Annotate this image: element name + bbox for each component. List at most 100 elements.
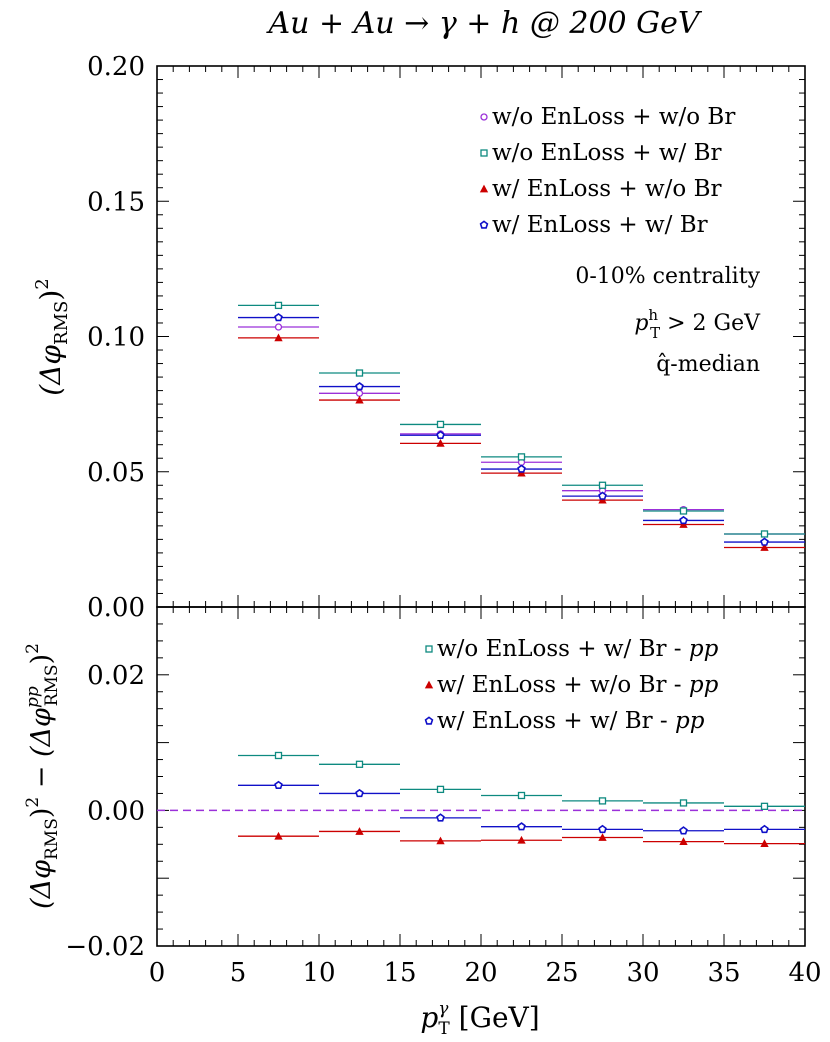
bot-ylabel-b-sup: pp bbox=[23, 686, 43, 708]
data-point bbox=[355, 827, 364, 835]
legend-label-pp: pp bbox=[689, 636, 719, 662]
top-ylabel-sup: 2 bbox=[32, 278, 53, 289]
xlabel-sup: γ bbox=[438, 999, 449, 1019]
x-tick-label: 0 bbox=[149, 958, 166, 988]
data-point bbox=[355, 395, 364, 404]
data-point bbox=[517, 468, 526, 477]
bot-ylabel-b-sup2: 2 bbox=[23, 643, 43, 654]
y-tick-label: 0.15 bbox=[87, 187, 145, 217]
x-tick-label: 35 bbox=[707, 958, 740, 988]
pt-cut-main: p bbox=[634, 311, 648, 336]
chart-title: Au + Au → γ + h @ 200 GeV bbox=[265, 6, 702, 41]
bottom-data-marks bbox=[238, 751, 805, 848]
data-point bbox=[760, 530, 769, 538]
bottom-y-axis-label: (ΔφRMS)2 − (ΔφppRMS)2 bbox=[23, 643, 62, 909]
data-point bbox=[598, 833, 607, 841]
data-point bbox=[355, 788, 364, 798]
data-point bbox=[355, 760, 364, 768]
bot-ylabel-a-tail: ) bbox=[26, 808, 57, 819]
legend-label: w/o EnLoss + w/o Br bbox=[492, 104, 735, 130]
data-point bbox=[274, 751, 283, 760]
data-point bbox=[598, 824, 607, 834]
xlabel-main: p bbox=[420, 1001, 438, 1034]
legend-label: w/o EnLoss + w/ Br - pp bbox=[437, 636, 719, 662]
legend-label-text: w/o EnLoss + w/ Br - bbox=[437, 636, 689, 662]
data-point bbox=[760, 839, 769, 848]
data-point bbox=[517, 822, 526, 831]
data-point bbox=[598, 481, 607, 489]
top-ylabel-sub: RMS bbox=[51, 301, 72, 345]
legend-label: w/ EnLoss + w/ Br bbox=[492, 212, 708, 238]
data-point bbox=[760, 543, 769, 551]
top-ylabel-tail: ) bbox=[34, 290, 67, 301]
bottom-panel: −0.020.000.02 w/o EnLoss + w/ Br - ppw/ … bbox=[23, 606, 806, 962]
bot-ylabel-a: (Δφ bbox=[26, 860, 57, 909]
x-tick-label: 15 bbox=[383, 958, 416, 988]
x-tick-label: 25 bbox=[545, 958, 578, 988]
top-x-ticks bbox=[172, 66, 790, 607]
legend-marker bbox=[479, 184, 489, 193]
x-tick-labels: 0 5 10 15 20 25 30 35 40 bbox=[149, 958, 822, 988]
legend-marker bbox=[480, 149, 488, 157]
data-point bbox=[274, 323, 283, 331]
data-point bbox=[760, 802, 769, 810]
y-tick-label: 0.00 bbox=[87, 796, 145, 826]
top-ylabel-main: (Δφ bbox=[34, 345, 67, 396]
top-y-ticks bbox=[157, 79, 805, 594]
data-point bbox=[598, 495, 607, 504]
data-point bbox=[436, 420, 445, 429]
data-point bbox=[679, 520, 688, 528]
data-point bbox=[598, 491, 607, 500]
data-point bbox=[760, 537, 769, 546]
y-tick-label: 0.02 bbox=[87, 661, 145, 691]
data-point bbox=[679, 507, 688, 515]
x-tick-label: 5 bbox=[230, 958, 247, 988]
data-point bbox=[274, 312, 283, 322]
x-tick-label: 10 bbox=[302, 958, 335, 988]
bottom-y-ticks bbox=[157, 623, 805, 930]
top-legend: w/o EnLoss + w/o Br w/o EnLoss + w/ Br w/ … bbox=[479, 104, 735, 238]
data-point bbox=[436, 430, 445, 439]
data-point bbox=[355, 389, 364, 397]
legend-marker bbox=[424, 716, 434, 725]
data-point bbox=[436, 836, 445, 845]
legend-label: w/ EnLoss + w/o Br - pp bbox=[437, 672, 719, 698]
y-tick-label: −0.02 bbox=[65, 932, 145, 962]
data-point bbox=[436, 439, 445, 447]
top-panel: 0.00 0.05 0.10 0.15 0.20 w/o EnLoss + w/o Br… bbox=[32, 52, 806, 623]
top-data-marks bbox=[238, 301, 805, 551]
x-tick-label: 40 bbox=[788, 958, 821, 988]
y-tick-label: 0.05 bbox=[87, 458, 145, 488]
data-point bbox=[679, 826, 688, 835]
legend-marker bbox=[425, 645, 433, 653]
x-tick-label: 30 bbox=[626, 958, 659, 988]
data-point bbox=[679, 515, 688, 525]
data-point bbox=[517, 791, 526, 800]
pt-cut-annotation: ph T > 2 GeV bbox=[634, 306, 761, 342]
data-point bbox=[517, 453, 526, 461]
top-y-tick-labels: 0.00 0.05 0.10 0.15 0.20 bbox=[87, 52, 145, 623]
data-point bbox=[517, 464, 526, 473]
bot-ylabel-mid: − (Δφ bbox=[26, 708, 57, 797]
pt-cut-tail: > 2 GeV bbox=[660, 311, 761, 336]
y-tick-label: 0.20 bbox=[87, 52, 145, 82]
data-point bbox=[274, 333, 283, 342]
pt-cut-sub: T bbox=[650, 324, 660, 342]
qhat-annotation: q̂-median bbox=[656, 352, 760, 377]
data-point bbox=[679, 799, 688, 807]
bottom-y-tick-labels: −0.02 0.00 0.02 bbox=[65, 661, 145, 962]
data-point bbox=[679, 837, 688, 845]
legend-marker bbox=[479, 220, 489, 229]
bottom-x-ticks bbox=[172, 607, 790, 946]
top-y-axis-label: (ΔφRMS)2 bbox=[32, 278, 72, 395]
xlabel-sub: T bbox=[438, 1019, 450, 1039]
bot-ylabel-b-sub: RMS bbox=[42, 664, 62, 706]
y-tick-label: 0.00 bbox=[87, 593, 145, 623]
xlabel-unit: [GeV] bbox=[450, 1001, 540, 1034]
data-point bbox=[598, 797, 607, 805]
data-point bbox=[517, 835, 526, 844]
legend-label-text: w/ EnLoss + w/o Br - bbox=[437, 672, 689, 698]
legend-label-pp: pp bbox=[689, 672, 719, 698]
data-point bbox=[436, 785, 445, 794]
